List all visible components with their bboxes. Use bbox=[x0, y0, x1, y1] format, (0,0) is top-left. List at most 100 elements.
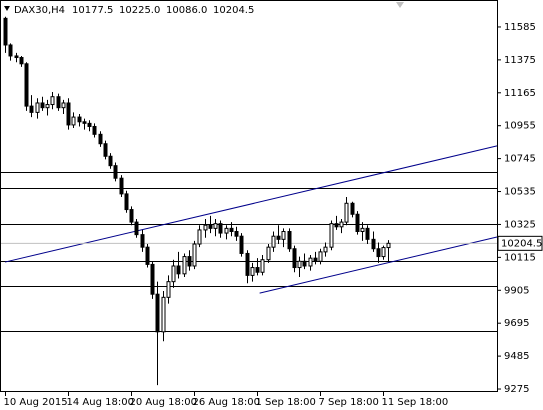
candle-body bbox=[98, 133, 103, 145]
price-tag bbox=[497, 235, 543, 251]
quote-value: 10204.5 bbox=[213, 5, 254, 16]
candle-body bbox=[255, 267, 260, 273]
candle-body bbox=[35, 102, 40, 113]
y-tick-label: 9275 bbox=[504, 384, 529, 395]
candle-body bbox=[140, 234, 145, 248]
candle-body bbox=[371, 238, 376, 250]
candle-body bbox=[176, 265, 181, 275]
candle-body bbox=[213, 223, 218, 229]
y-tick-label: 10535 bbox=[504, 187, 536, 198]
candle-body bbox=[40, 102, 45, 109]
x-tick-label: 20 Aug 18:00 bbox=[130, 397, 197, 408]
candle-body bbox=[229, 227, 234, 233]
candle-body bbox=[266, 246, 271, 261]
shift-marker bbox=[396, 2, 404, 8]
candle-body bbox=[124, 193, 129, 211]
candle-body bbox=[344, 202, 349, 223]
candle-body bbox=[45, 104, 50, 109]
candle-body bbox=[386, 242, 391, 249]
candle-body bbox=[224, 227, 229, 234]
candle-body bbox=[203, 224, 208, 231]
candle-body bbox=[192, 243, 197, 267]
candle-body bbox=[50, 96, 55, 106]
trend-line bbox=[259, 236, 498, 294]
candle-body bbox=[182, 256, 187, 275]
candle-body bbox=[108, 155, 113, 167]
candle-body bbox=[376, 248, 381, 258]
candle-body bbox=[19, 57, 24, 65]
candle-body bbox=[87, 122, 92, 127]
candle-body bbox=[365, 227, 370, 240]
candle-body bbox=[350, 202, 355, 215]
candle-body bbox=[66, 102, 71, 126]
quote-value: 10177.5 bbox=[72, 5, 113, 16]
y-tick-label: 9485 bbox=[504, 351, 529, 362]
y-tick-label: 10955 bbox=[504, 121, 536, 132]
candle-body bbox=[134, 221, 139, 236]
candle-body bbox=[92, 125, 97, 135]
candle-body bbox=[281, 231, 286, 240]
candle-body bbox=[171, 265, 176, 283]
candle-body bbox=[208, 224, 213, 229]
x-tick-label: 7 Sep 18:00 bbox=[319, 397, 379, 408]
candle-body bbox=[155, 293, 160, 333]
candle-body bbox=[260, 259, 265, 273]
y-tick-label: 11375 bbox=[504, 55, 536, 66]
candle-body bbox=[29, 105, 34, 113]
candle-body bbox=[82, 121, 87, 124]
candle-body bbox=[318, 251, 323, 262]
x-tick-label: 11 Sep 18:00 bbox=[382, 397, 449, 408]
candle-body bbox=[308, 257, 313, 267]
y-tick-label: 11585 bbox=[504, 22, 536, 33]
candle-body bbox=[355, 213, 360, 233]
candle-body bbox=[161, 296, 166, 333]
candle-body bbox=[234, 231, 239, 237]
candle-body bbox=[3, 17, 8, 46]
y-tick-label: 11165 bbox=[504, 88, 536, 99]
candle-body bbox=[77, 116, 82, 123]
x-tick-label: 1 Sep 18:00 bbox=[256, 397, 316, 408]
candle-body bbox=[329, 223, 334, 248]
candle-body bbox=[113, 165, 118, 179]
candle-body bbox=[302, 260, 307, 267]
candle-body bbox=[245, 252, 250, 276]
candle-body bbox=[287, 231, 292, 250]
candle-body bbox=[334, 223, 339, 228]
candle-body bbox=[8, 44, 13, 57]
x-tick-label: 26 Aug 18:00 bbox=[193, 397, 260, 408]
candle-body bbox=[218, 223, 223, 234]
candle-body bbox=[14, 55, 19, 59]
candle-body bbox=[197, 229, 202, 245]
plot-frame bbox=[0, 0, 498, 392]
candle-body bbox=[129, 209, 134, 223]
candle-body bbox=[313, 257, 318, 262]
trend-line bbox=[4, 145, 498, 263]
candle-body bbox=[271, 235, 276, 248]
candle-body bbox=[56, 96, 61, 109]
candle-body bbox=[187, 256, 192, 267]
candle-body bbox=[150, 263, 155, 295]
candle-body bbox=[292, 248, 297, 269]
candle-body bbox=[145, 246, 150, 265]
candle-body bbox=[381, 247, 386, 258]
candle-body bbox=[276, 235, 281, 240]
symbol: DAX30,H4 bbox=[14, 5, 65, 16]
candle-body bbox=[61, 102, 66, 109]
y-tick-label: 10115 bbox=[504, 252, 536, 263]
quote-value: 10086.0 bbox=[166, 5, 207, 16]
price-tag-label: 10204.5 bbox=[501, 238, 542, 249]
candle-body bbox=[239, 235, 244, 254]
x-tick-label: 14 Aug 18:00 bbox=[67, 397, 134, 408]
candle-body bbox=[166, 281, 171, 298]
candle-body bbox=[250, 267, 255, 276]
candle-body bbox=[339, 221, 344, 228]
candle-body bbox=[71, 116, 76, 126]
y-tick-label: 10325 bbox=[504, 219, 536, 230]
candle-body bbox=[119, 177, 124, 195]
y-tick-label: 10745 bbox=[504, 154, 536, 165]
menu-arrow bbox=[4, 6, 10, 11]
candle-body bbox=[360, 227, 365, 233]
y-tick-label: 9695 bbox=[504, 318, 529, 329]
